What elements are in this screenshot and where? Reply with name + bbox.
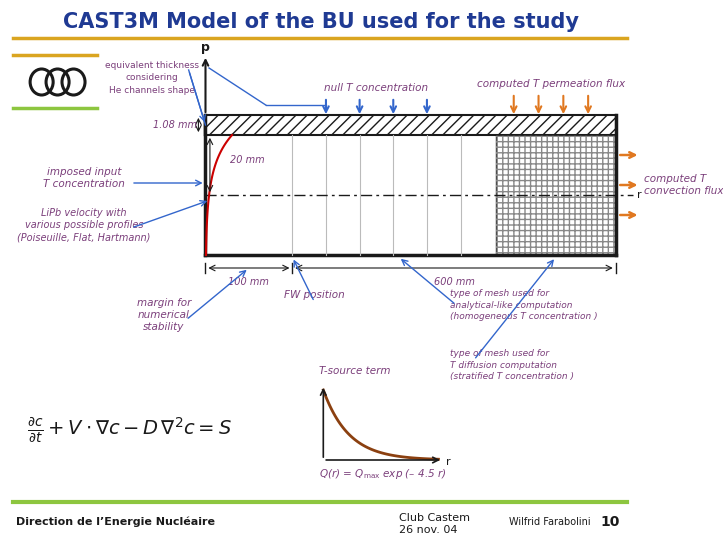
Text: 600 mm: 600 mm — [434, 277, 474, 287]
Text: LiPb velocity with
various possible profiles
(Poiseuille, Flat, Hartmann): LiPb velocity with various possible prof… — [17, 208, 151, 243]
Text: Club Castem: Club Castem — [398, 513, 470, 523]
Text: $\frac{\partial c}{\partial t} + V \cdot \nabla c - D\,\nabla^2 c = S$: $\frac{\partial c}{\partial t} + V \cdot… — [27, 416, 231, 445]
Text: 10: 10 — [601, 515, 620, 529]
Text: 26 nov. 04: 26 nov. 04 — [398, 525, 457, 535]
Text: null T concentration: null T concentration — [325, 83, 429, 93]
Text: type of mesh used for
T diffusion computation
(stratified T concentration ): type of mesh used for T diffusion comput… — [450, 349, 574, 381]
Text: computed T permeation flux: computed T permeation flux — [477, 79, 625, 89]
Text: margin for
numerical
stability: margin for numerical stability — [137, 298, 191, 333]
Text: Wilfrid Farabolini: Wilfrid Farabolini — [509, 517, 591, 527]
Text: Q(r) = Q$_{\mathrm{max}}$ exp (– 4.5 r): Q(r) = Q$_{\mathrm{max}}$ exp (– 4.5 r) — [319, 467, 446, 481]
Text: imposed input
T concentration: imposed input T concentration — [43, 167, 125, 189]
Text: 1.08 mm: 1.08 mm — [153, 120, 197, 130]
Text: 20 mm: 20 mm — [231, 155, 265, 165]
Text: r: r — [445, 457, 450, 467]
Text: T-source term: T-source term — [319, 366, 390, 376]
Text: equivalent thickness
considering
He channels shape: equivalent thickness considering He chan… — [106, 61, 200, 95]
Bar — [205, 115, 615, 135]
Text: CAST3M Model of the BU used for the study: CAST3M Model of the BU used for the stud… — [63, 12, 578, 32]
Bar — [496, 135, 615, 255]
Text: type of mesh used for
analytical-like computation
(homogeneous T concentration ): type of mesh used for analytical-like co… — [450, 289, 598, 321]
Text: FW position: FW position — [284, 290, 345, 300]
Text: p: p — [201, 42, 210, 54]
Text: 100 mm: 100 mm — [228, 277, 270, 287]
Bar — [205, 115, 615, 135]
Text: computed T
convection flux: computed T convection flux — [644, 174, 723, 196]
Text: r: r — [637, 190, 641, 200]
Bar — [496, 135, 615, 255]
Text: Direction de l’Energie Nucléaire: Direction de l’Energie Nucléaire — [16, 517, 215, 527]
